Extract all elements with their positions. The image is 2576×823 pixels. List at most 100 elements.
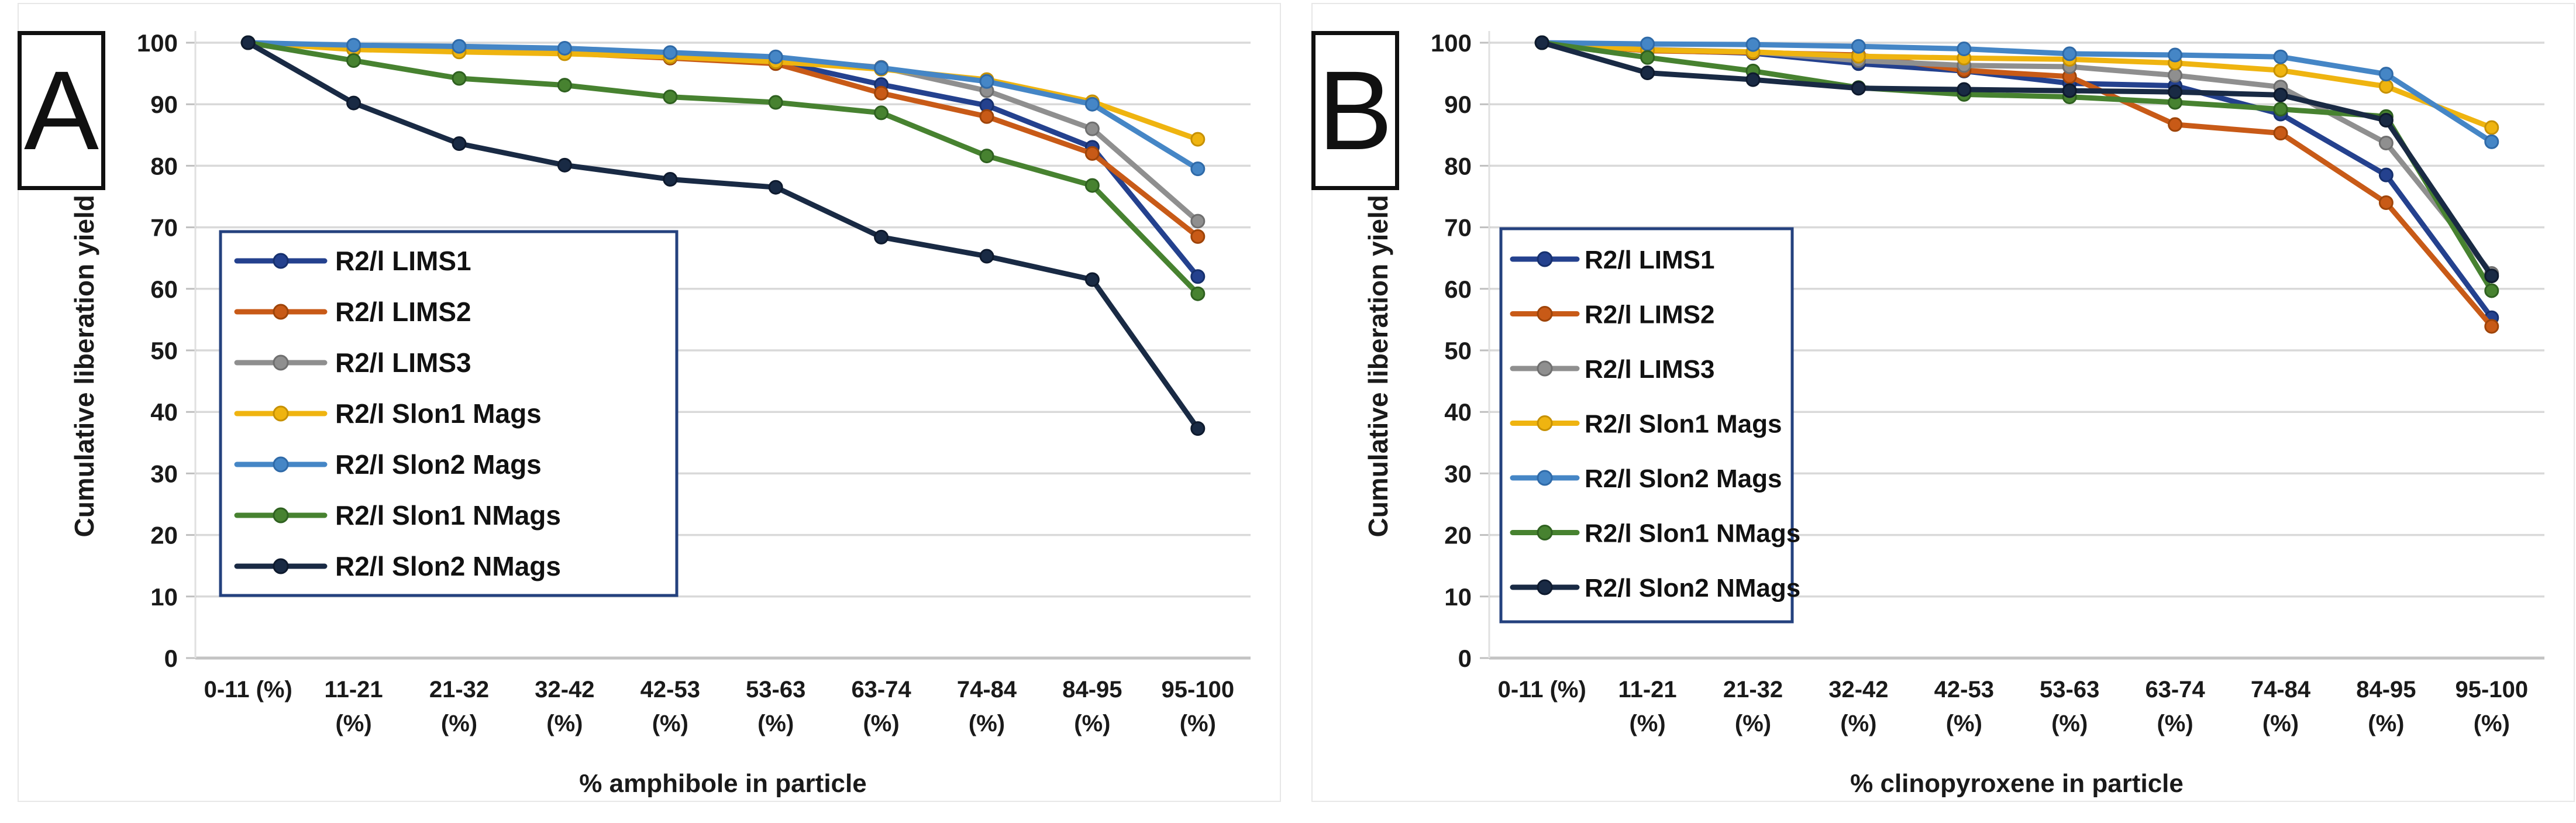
x-category-label: 84-95 (%) [2356, 677, 2416, 736]
y-tick-label: 20 [150, 522, 178, 549]
series-marker [1084, 121, 1100, 136]
x-category-line2: (%) [2262, 711, 2299, 736]
x-category-label: 95-100 (%) [2456, 677, 2529, 736]
y-tick-label: 0 [164, 645, 178, 672]
x-category-line1: 95-100 [1162, 677, 1235, 703]
series-marker [557, 157, 572, 173]
series-marker [1190, 286, 1206, 301]
series-marker [452, 71, 467, 86]
x-category-line2: (%) [1735, 711, 1771, 736]
x-axis-title-a: % amphibole in particle [579, 769, 867, 798]
series-marker [1957, 42, 1972, 57]
x-category-line2: (%) [1074, 711, 1110, 736]
y-tick-label: 30 [1444, 460, 1472, 487]
x-category-label: 0-11 (%) [204, 677, 292, 703]
series-marker [874, 85, 889, 101]
x-category-line2: (%) [2051, 711, 2088, 736]
y-tick-label: 100 [137, 29, 178, 57]
series-line-r2-l-slon2-mags [1539, 40, 2495, 144]
series-marker [1640, 36, 1655, 51]
x-category-line1: 74-84 [957, 677, 1017, 703]
series-marker [1190, 161, 1206, 177]
y-tick-label: 90 [1444, 91, 1472, 118]
series-marker [874, 60, 889, 75]
y-tick-label: 50 [150, 337, 178, 364]
series-marker [1190, 214, 1206, 229]
x-category-line2: (%) [2368, 711, 2404, 736]
x-category-line2: (%) [757, 711, 794, 736]
x-category-label: 53-63 (%) [746, 677, 805, 736]
series-marker [874, 105, 889, 120]
legend-marker [273, 304, 289, 320]
y-tick-label: 80 [1444, 152, 1472, 180]
legend-marker [1537, 360, 1553, 377]
x-category-label: 42-53 (%) [1934, 677, 1994, 736]
series-line-r2-l-slon2-nmags [245, 40, 1201, 432]
x-category-line1: 53-63 [2040, 677, 2099, 703]
panel-label-box-b: B [1311, 31, 1399, 190]
x-category-line2: (%) [969, 711, 1005, 736]
x-category-line2: (%) [2157, 711, 2193, 736]
x-axis-title-b: % clinopyroxene in particle [1850, 769, 2184, 798]
series-marker [346, 95, 361, 111]
series-marker [874, 229, 889, 245]
y-tick-label: 100 [1431, 29, 1472, 57]
series-marker [2273, 102, 2288, 117]
x-category-label: 84-95 (%) [1062, 677, 1122, 736]
series-marker [1084, 272, 1100, 287]
x-category-label: 95-100 (%) [1162, 677, 1235, 736]
legend-entry-label: R2/l Slon2 Mags [335, 449, 542, 480]
series-marker [346, 37, 361, 53]
series-marker [2168, 68, 2183, 83]
chart-panel-b: 0 10 20 30 40 50 60 70 80 90 100 0-11 (%) 11-21 (%) 21… [1311, 3, 2575, 802]
series-marker [768, 180, 783, 195]
series-marker [663, 45, 678, 60]
x-category-line2: (%) [1180, 711, 1216, 736]
series-marker [2273, 63, 2288, 78]
series-marker [2062, 46, 2077, 61]
series-marker [2062, 83, 2077, 98]
legend-marker [1537, 525, 1553, 540]
x-category-label: 0-11 (%) [1498, 677, 1586, 703]
series-marker [2273, 126, 2288, 141]
legend-entry-label: R2/l Slon1 NMags [1585, 519, 1800, 548]
y-tick-label: 30 [150, 460, 178, 487]
x-category-line2: (%) [441, 711, 477, 736]
x-category-label: 42-53 (%) [640, 677, 700, 736]
series-marker [2168, 84, 2183, 99]
legend-entry-label: R2/l LIMS1 [335, 246, 471, 276]
series-marker [1190, 421, 1206, 436]
series-marker [1084, 146, 1100, 161]
legend-marker [1537, 306, 1553, 322]
y-tick-label: 80 [150, 152, 178, 180]
legend-entry-label: R2/l LIMS2 [1585, 301, 1715, 329]
y-tick-label: 60 [1444, 276, 1472, 303]
series-marker [1534, 35, 1549, 50]
legend-entry-label: R2/l LIMS2 [335, 297, 471, 327]
x-category-line1: 95-100 [2456, 677, 2529, 703]
legend-marker [273, 507, 289, 524]
y-tick-label: 40 [150, 398, 178, 426]
series-marker [1190, 229, 1206, 244]
legend-marker [273, 354, 289, 371]
legend-marker [1537, 415, 1553, 431]
series-marker [2484, 319, 2499, 334]
series-marker [2484, 268, 2499, 284]
legend-marker [273, 456, 289, 473]
series-marker [2378, 79, 2394, 94]
legend-entry-label: R2/l LIMS1 [1585, 246, 1715, 274]
x-category-line1: 42-53 [640, 677, 700, 703]
y-tick-label: 20 [1444, 522, 1472, 549]
series-line-r2-l-slon2-nmags [1539, 40, 2495, 279]
x-category-label: 53-63 (%) [2040, 677, 2099, 736]
x-category-line1: 53-63 [746, 677, 805, 703]
series-marker [1745, 72, 1761, 87]
x-category-line1: 84-95 [1062, 677, 1122, 703]
legend-entry-label: R2/l LIMS3 [335, 347, 471, 378]
series-marker [2378, 135, 2394, 150]
y-tick-label: 60 [150, 276, 178, 303]
x-category-label: 11-21 (%) [1618, 677, 1677, 736]
series-marker [1640, 50, 1655, 65]
legend-entry-label: R2/l Slon1 NMags [335, 500, 561, 531]
